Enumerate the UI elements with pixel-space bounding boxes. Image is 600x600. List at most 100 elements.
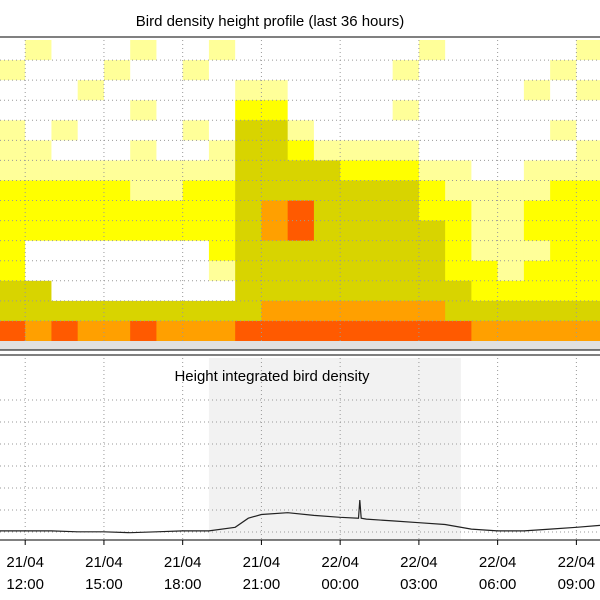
heat-cell (418, 80, 446, 101)
heat-cell (445, 240, 472, 262)
heat-cell (182, 100, 210, 121)
heat-cell (182, 220, 210, 242)
heat-cell (208, 280, 236, 302)
heat-cell (550, 260, 577, 282)
heat-cell (445, 40, 472, 61)
heat-cell (156, 40, 184, 61)
heat-cell (366, 320, 394, 342)
heat-cell (235, 260, 262, 282)
heat-cell (287, 120, 315, 141)
heat-cell (208, 60, 236, 81)
heat-cell (51, 320, 79, 342)
heat-cell (313, 280, 341, 302)
heat-cell (418, 100, 446, 121)
heat-cell (313, 160, 341, 181)
heat-cell (103, 220, 131, 242)
heat-cell (445, 160, 472, 181)
heat-cell (235, 220, 262, 242)
heat-cell (340, 220, 367, 242)
heat-cell (313, 60, 341, 81)
heat-cell (156, 120, 184, 141)
x-tick-label: 03:00 (400, 576, 438, 593)
heat-cell (261, 220, 289, 242)
heat-cell (208, 300, 236, 322)
heat-cell (550, 200, 577, 222)
x-tick-label: 18:00 (164, 576, 202, 593)
heat-cell (523, 240, 551, 262)
heat-cell (366, 140, 394, 161)
heat-cell (51, 240, 79, 262)
heat-cell (261, 80, 289, 101)
heat-cell (51, 200, 79, 222)
heat-cell (392, 120, 420, 141)
heat-cell (208, 260, 236, 282)
heat-cell (0, 280, 26, 302)
heat-cell (418, 140, 446, 161)
heat-cell (550, 60, 577, 81)
heat-cell (313, 220, 341, 242)
heat-cell (523, 260, 551, 282)
heat-cell (471, 100, 499, 121)
heat-cell (208, 180, 236, 202)
heat-cell (182, 80, 210, 101)
heat-cell (103, 100, 131, 121)
heat-cell (103, 140, 131, 161)
heat-cell (366, 120, 394, 141)
heat-cell (418, 200, 446, 222)
heat-cell (471, 80, 499, 101)
heat-cell (287, 60, 315, 81)
heat-cell (418, 220, 446, 242)
heat-cell (576, 260, 600, 282)
heat-cell (340, 180, 367, 202)
heat-cell (497, 180, 525, 202)
heat-cell (235, 60, 262, 81)
heat-cell (208, 80, 236, 101)
heat-cell (51, 220, 79, 242)
heat-cell (550, 120, 577, 141)
heat-cell (340, 200, 367, 222)
heat-cell (471, 160, 499, 181)
heat-cell (208, 120, 236, 141)
heat-cell (0, 100, 26, 121)
heat-cell (235, 120, 262, 141)
heat-cell (0, 300, 26, 322)
heat-cell (130, 80, 157, 101)
chart-title: Height integrated bird density (174, 368, 370, 385)
heat-cell (471, 260, 499, 282)
heat-cell (340, 80, 367, 101)
heat-cell (235, 80, 262, 101)
heat-cell (235, 40, 262, 61)
heatmap (0, 40, 600, 342)
heat-cell (287, 260, 315, 282)
heat-cell (25, 100, 52, 121)
heat-cell (235, 240, 262, 262)
heat-cell (25, 160, 52, 181)
heat-cell (0, 80, 26, 101)
heat-cell (25, 220, 52, 242)
heat-cell (550, 80, 577, 101)
heat-cell (51, 60, 79, 81)
heat-cell (576, 120, 600, 141)
heat-cell (51, 120, 79, 141)
night-shade (208, 358, 461, 540)
heat-cell (130, 60, 157, 81)
heat-cell (182, 120, 210, 141)
heat-cell (208, 200, 236, 222)
heat-cell (103, 40, 131, 61)
heat-cell (418, 180, 446, 202)
heat-cell (51, 100, 79, 121)
heat-cell (287, 220, 315, 242)
x-tick-label: 22/04 (558, 554, 596, 571)
x-tick-label: 22/04 (321, 554, 359, 571)
heat-cell (523, 120, 551, 141)
heat-cell (340, 120, 367, 141)
heat-cell (51, 260, 79, 282)
heat-cell (25, 140, 52, 161)
heat-cell (366, 180, 394, 202)
heat-cell (156, 100, 184, 121)
heat-cell (287, 100, 315, 121)
heat-cell (287, 160, 315, 181)
heat-cell (523, 200, 551, 222)
heat-cell (25, 280, 52, 302)
heat-cell (235, 300, 262, 322)
